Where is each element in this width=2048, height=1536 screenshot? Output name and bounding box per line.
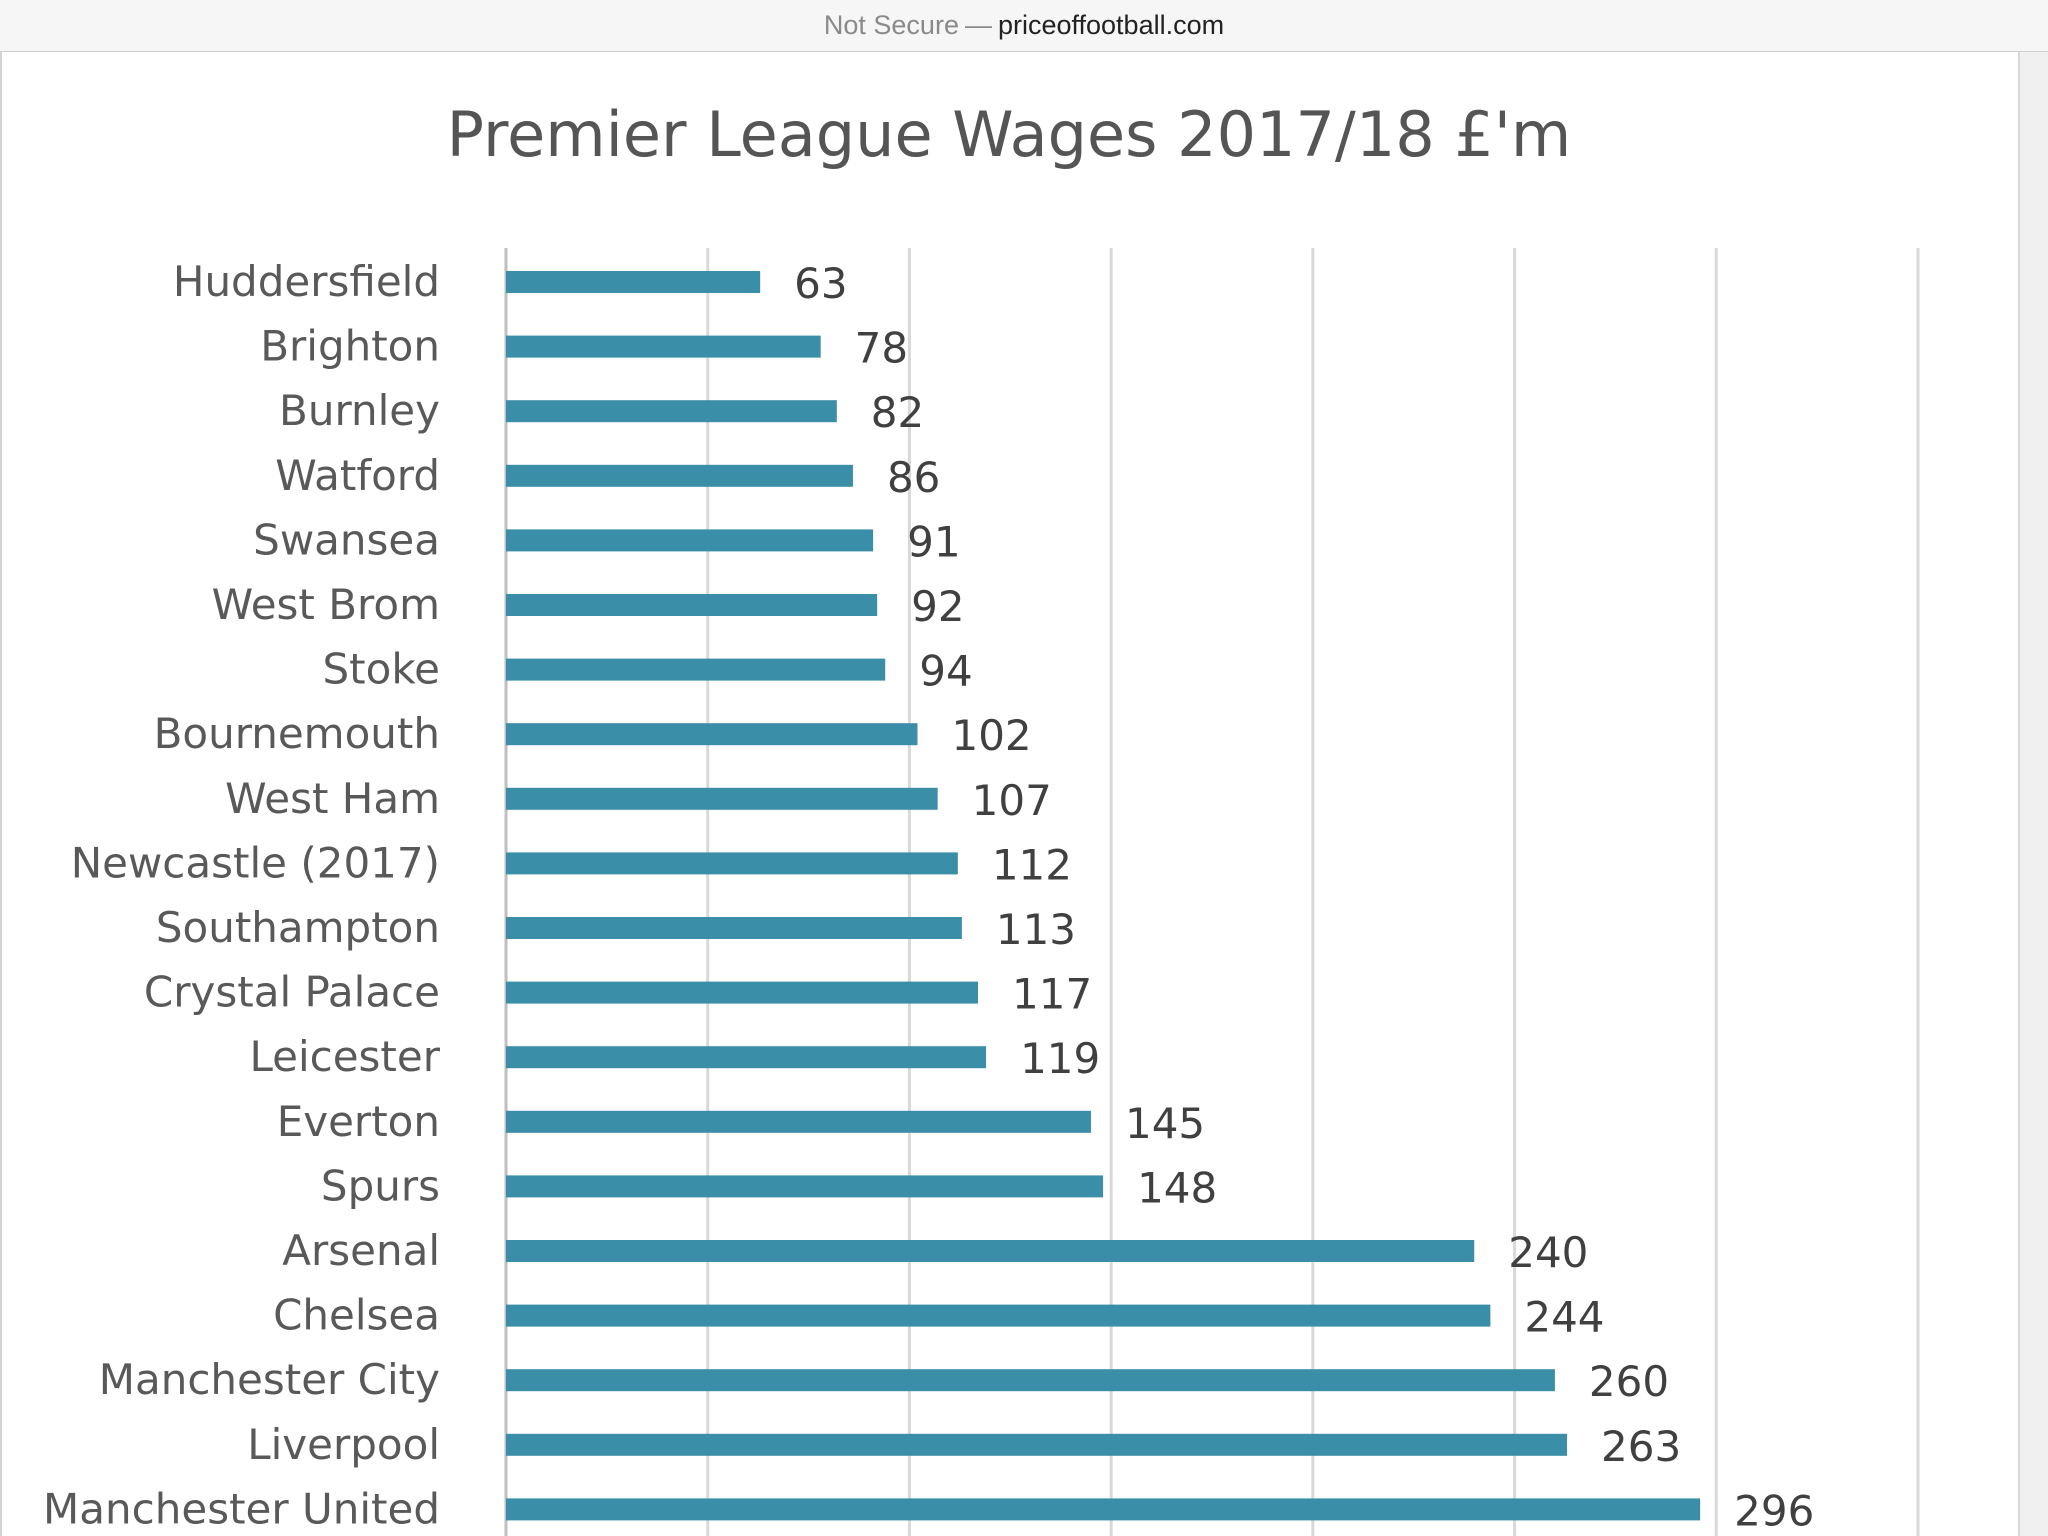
data-label: 91 — [907, 517, 960, 566]
bar — [506, 464, 853, 487]
page-content: Premier League Wages 2017/18 £'m Hudders… — [0, 52, 2048, 1536]
bar — [506, 658, 886, 681]
data-label: 86 — [887, 453, 940, 502]
bar — [506, 723, 918, 746]
bar — [506, 787, 938, 810]
data-label: 92 — [911, 582, 964, 631]
page-domain: priceoffootball.com — [997, 10, 1225, 40]
data-label: 63 — [794, 259, 847, 308]
bar — [506, 1433, 1568, 1456]
category-label: Huddersfield — [173, 257, 440, 306]
bar — [506, 917, 962, 939]
category-label: Manchester United — [43, 1484, 440, 1533]
data-label: 113 — [996, 905, 1076, 954]
bar — [506, 1175, 1104, 1198]
category-label: Crystal Palace — [144, 968, 440, 1017]
page-left-border — [0, 52, 2, 1536]
bar — [506, 400, 837, 423]
bar — [506, 335, 821, 358]
grid-lines — [504, 248, 1920, 1536]
data-label: 107 — [972, 776, 1052, 825]
category-label: Newcastle (2017) — [71, 838, 440, 887]
category-label: Leicester — [249, 1032, 440, 1081]
category-label: Burnley — [279, 386, 440, 435]
page-right-border — [2018, 52, 2020, 1536]
category-label: Manchester City — [99, 1355, 440, 1404]
browser-address-bar[interactable]: Not Secure — priceoffootball.com — [0, 0, 2048, 52]
data-label: 244 — [1524, 1293, 1604, 1342]
category-label: West Ham — [225, 774, 440, 823]
category-label: Arsenal — [282, 1226, 440, 1275]
data-label: 94 — [919, 647, 972, 696]
data-label: 240 — [1508, 1228, 1588, 1277]
bar — [506, 1304, 1491, 1327]
data-label: 78 — [855, 324, 908, 373]
category-label: Swansea — [253, 515, 440, 564]
data-label: 260 — [1589, 1357, 1669, 1406]
chart-title: Premier League Wages 2017/18 £'m — [447, 98, 1572, 171]
data-label: 112 — [992, 840, 1072, 889]
category-label: West Brom — [212, 580, 440, 629]
address-separator: — — [964, 10, 992, 40]
security-status: Not Secure — [823, 10, 959, 40]
bar — [506, 1240, 1475, 1262]
category-label: Brighton — [260, 322, 440, 371]
category-label: Bournemouth — [154, 709, 440, 758]
category-label: Everton — [277, 1097, 440, 1146]
bar — [506, 529, 874, 552]
category-label: Watford — [275, 451, 440, 500]
bar — [506, 1046, 987, 1069]
bar — [506, 1110, 1091, 1133]
bar — [506, 594, 878, 616]
data-label: 119 — [1020, 1034, 1100, 1083]
bars — [506, 271, 1701, 1521]
bar — [506, 271, 761, 293]
category-label: Chelsea — [273, 1291, 440, 1340]
data-label: 82 — [871, 388, 924, 437]
data-label: 296 — [1734, 1486, 1814, 1535]
category-label: Liverpool — [247, 1420, 440, 1469]
bar — [506, 852, 958, 875]
bar — [506, 1498, 1701, 1521]
bar-chart: Premier League Wages 2017/18 £'m Hudders… — [43, 98, 1920, 1536]
data-label: 102 — [951, 711, 1031, 760]
category-label: Stoke — [323, 645, 441, 694]
category-label: Spurs — [321, 1161, 440, 1210]
data-label: 148 — [1137, 1163, 1217, 1212]
data-label: 263 — [1601, 1422, 1681, 1471]
data-label: 145 — [1125, 1099, 1205, 1148]
page-right-gutter — [2020, 52, 2048, 1536]
bar — [506, 981, 979, 1004]
bar — [506, 1369, 1555, 1392]
category-labels: Huddersfield Brighton Burnley Watford Swanse… — [43, 257, 441, 1533]
category-label: Southampton — [156, 903, 440, 952]
data-label: 117 — [1012, 970, 1092, 1019]
